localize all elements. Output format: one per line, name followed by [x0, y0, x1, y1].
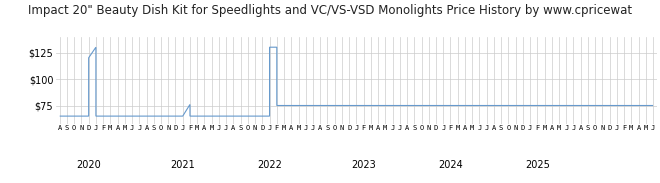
Text: 2024: 2024 — [438, 160, 463, 170]
Text: 2020: 2020 — [77, 160, 101, 170]
Text: 2023: 2023 — [351, 160, 376, 170]
Text: 2022: 2022 — [257, 160, 282, 170]
Text: 2025: 2025 — [525, 160, 550, 170]
Text: 2021: 2021 — [170, 160, 195, 170]
Text: Impact 20" Beauty Dish Kit for Speedlights and VC/VS-VSD Monolights Price Histor: Impact 20" Beauty Dish Kit for Speedligh… — [28, 4, 632, 17]
